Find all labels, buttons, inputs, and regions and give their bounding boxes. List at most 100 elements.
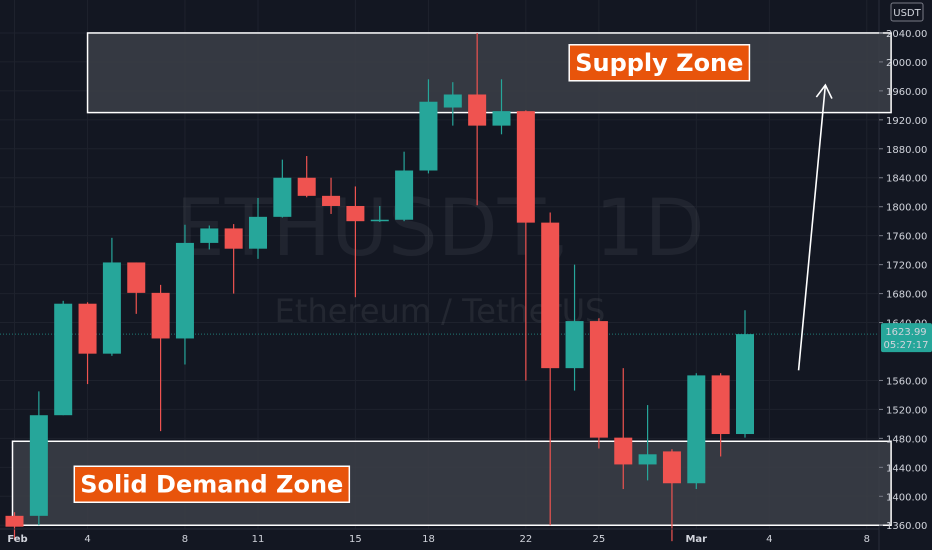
candle-body xyxy=(370,219,389,222)
x-tick-label: 8 xyxy=(182,534,188,545)
candle xyxy=(419,79,438,174)
candle xyxy=(78,302,97,385)
candle-body xyxy=(175,242,194,339)
candle-body xyxy=(273,177,292,217)
candle-body xyxy=(541,222,560,369)
candle-body xyxy=(589,321,608,438)
arrow-shaft xyxy=(797,85,827,371)
x-tick-label: 15 xyxy=(349,534,362,545)
candle-body xyxy=(638,454,657,465)
candle xyxy=(614,368,633,490)
candle-body xyxy=(736,334,754,435)
candle xyxy=(175,224,194,365)
candle xyxy=(151,284,170,432)
y-tick-label: 1360.00 xyxy=(886,521,927,532)
candle-body xyxy=(102,262,121,354)
x-tick-label: 8 xyxy=(864,534,870,545)
candle xyxy=(589,318,608,449)
candle-body xyxy=(419,101,438,171)
candle xyxy=(127,262,146,314)
candle-body xyxy=(468,94,487,126)
y-tick-label: 1880.00 xyxy=(886,145,927,156)
candle xyxy=(565,264,584,391)
candle-body xyxy=(516,111,535,223)
zone-label-box xyxy=(568,44,751,82)
candle xyxy=(662,449,681,542)
x-tick-label: Mar xyxy=(685,534,707,545)
candle xyxy=(249,198,267,259)
candle-body xyxy=(200,228,219,243)
candle xyxy=(200,225,219,250)
candle-body xyxy=(492,111,511,126)
candle xyxy=(54,300,73,416)
y-tick-label: 1480.00 xyxy=(886,434,927,445)
candle-body xyxy=(5,515,24,527)
zone-label-box xyxy=(73,465,351,504)
candle-body xyxy=(151,292,170,339)
y-tick-label: 2000.00 xyxy=(886,58,927,69)
candle xyxy=(736,310,754,438)
y-tick-label: 1520.00 xyxy=(886,405,927,416)
arrow-head xyxy=(815,83,833,99)
current-price-tag: 1623.99 05:27:17 xyxy=(881,323,932,353)
x-tick-label: 4 xyxy=(84,534,90,545)
x-tick-label: 18 xyxy=(422,534,435,545)
price-tag-countdown: 05:27:17 xyxy=(884,340,929,351)
zone-label-text: Solid Demand Zone xyxy=(80,470,343,498)
currency-badge-box xyxy=(890,2,924,22)
zone-box xyxy=(86,32,892,114)
candle xyxy=(687,373,706,490)
candle-body xyxy=(297,177,316,196)
y-tick-label: 1800.00 xyxy=(886,203,927,214)
x-tick-label: 25 xyxy=(593,534,606,545)
candle-body xyxy=(565,321,584,369)
x-tick-label: Feb xyxy=(7,534,27,545)
candle xyxy=(5,512,24,540)
y-tick-label: 1840.00 xyxy=(886,174,927,185)
zone-labels-layer: Supply Zone Solid Demand Zone xyxy=(73,44,751,504)
candle-body xyxy=(346,205,365,222)
y-tick-label: 1960.00 xyxy=(886,87,927,98)
y-tick-label: 1720.00 xyxy=(886,261,927,272)
currency-label: USDT xyxy=(893,8,921,19)
candle xyxy=(443,82,462,126)
candle-body xyxy=(29,415,48,516)
candle xyxy=(468,32,487,206)
y-tick-label: 2040.00 xyxy=(886,29,927,40)
candle-body xyxy=(54,303,73,416)
candle-body xyxy=(711,375,730,435)
candle xyxy=(346,186,365,298)
x-tick-label: 11 xyxy=(252,534,265,545)
candle xyxy=(711,373,730,457)
y-tick-label: 1560.00 xyxy=(886,376,927,387)
candle-body xyxy=(322,195,341,206)
candle-body xyxy=(614,437,633,465)
candle xyxy=(638,405,657,481)
y-tick-label: 1920.00 xyxy=(886,116,927,127)
candle-body xyxy=(78,303,97,354)
candle-body xyxy=(224,228,243,249)
price-axis[interactable]: 2040.00 2000.00 1960.00 1920.00 1880.00 1840.… xyxy=(879,29,927,532)
candle xyxy=(370,205,389,222)
candle xyxy=(102,237,121,356)
candle-body xyxy=(395,170,414,220)
candle xyxy=(29,391,48,526)
candle xyxy=(273,159,292,218)
price-tag-box xyxy=(881,323,932,353)
candle xyxy=(541,212,560,526)
candle-body xyxy=(127,262,146,293)
candles-layer xyxy=(5,32,754,542)
candle xyxy=(395,151,414,222)
candle-body xyxy=(443,94,462,108)
time-axis[interactable]: Feb 4 8 11 15 18 22 25 Mar 4 8 xyxy=(0,528,879,545)
y-tick-label: 1680.00 xyxy=(886,290,927,301)
zone-label-text: Supply Zone xyxy=(575,49,743,77)
candle xyxy=(297,156,316,198)
arrow-annotation xyxy=(797,83,833,371)
candle xyxy=(322,177,341,214)
currency-badge[interactable]: USDT xyxy=(890,2,924,22)
candle xyxy=(492,79,511,135)
y-tick-label: 1400.00 xyxy=(886,492,927,503)
candle xyxy=(516,110,535,381)
